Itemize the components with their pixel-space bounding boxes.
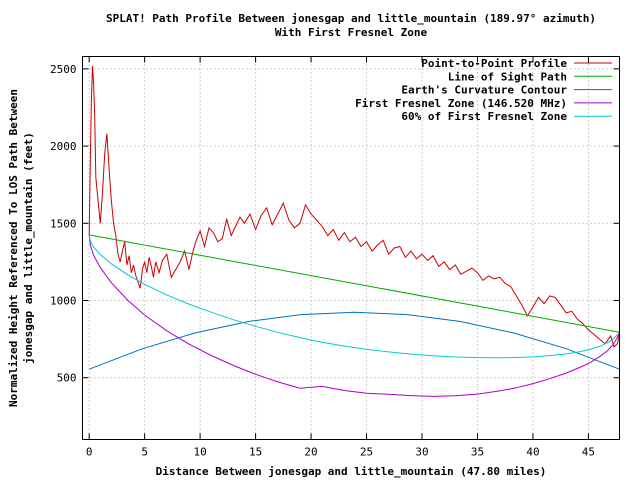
- series-line-earth-curvature: [89, 311, 620, 370]
- legend-label: Line of Sight Path: [448, 70, 567, 83]
- plot-frame: [82, 56, 620, 440]
- y-tick-label: 500: [57, 372, 77, 385]
- y-tick-label: 2000: [50, 140, 77, 153]
- series-line-60pct-fresnel-zone: [88, 234, 620, 359]
- series-layer: [88, 65, 620, 397]
- x-axis-ticks: 0 5 10 15 20 25 30 35 40 45: [86, 56, 595, 459]
- x-tick-label: 25: [360, 446, 373, 459]
- x-tick-label: 35: [471, 446, 484, 459]
- series-line-first-fresnel-zone: [88, 234, 620, 397]
- legend-label: Point-to-Point Profile: [421, 57, 567, 70]
- x-tick-label: 15: [249, 446, 262, 459]
- x-tick-label: 10: [193, 446, 206, 459]
- series-line-point-to-point-profile: [88, 65, 620, 348]
- y-axis-label-line2: jonesgap and little_mountain (feet): [22, 132, 35, 364]
- chart-subtitle: With First Fresnel Zone: [275, 26, 428, 39]
- grid: [82, 56, 620, 440]
- x-tick-label: 5: [141, 446, 148, 459]
- x-tick-label: 20: [304, 446, 317, 459]
- legend-label: 60% of First Fresnel Zone: [401, 110, 567, 123]
- x-axis-label: Distance Between jonesgap and little_mou…: [156, 465, 547, 478]
- x-tick-label: 0: [86, 446, 93, 459]
- y-axis-label-line1: Normalized Height Referenced To LOS Path…: [7, 89, 20, 407]
- y-tick-label: 1000: [50, 295, 77, 308]
- series-line-line-of-sight: [89, 234, 620, 333]
- x-tick-label: 40: [526, 446, 539, 459]
- y-tick-label: 2500: [50, 63, 77, 76]
- x-tick-label: 45: [582, 446, 595, 459]
- legend-label: First Fresnel Zone (146.520 MHz): [355, 97, 567, 110]
- chart-title: SPLAT! Path Profile Between jonesgap and…: [106, 12, 596, 25]
- legend-label: Earth's Curvature Contour: [401, 84, 567, 97]
- y-tick-label: 1500: [50, 217, 77, 230]
- y-axis-ticks: 500 1000 1500 2000 2500: [50, 63, 620, 385]
- x-tick-label: 30: [415, 446, 428, 459]
